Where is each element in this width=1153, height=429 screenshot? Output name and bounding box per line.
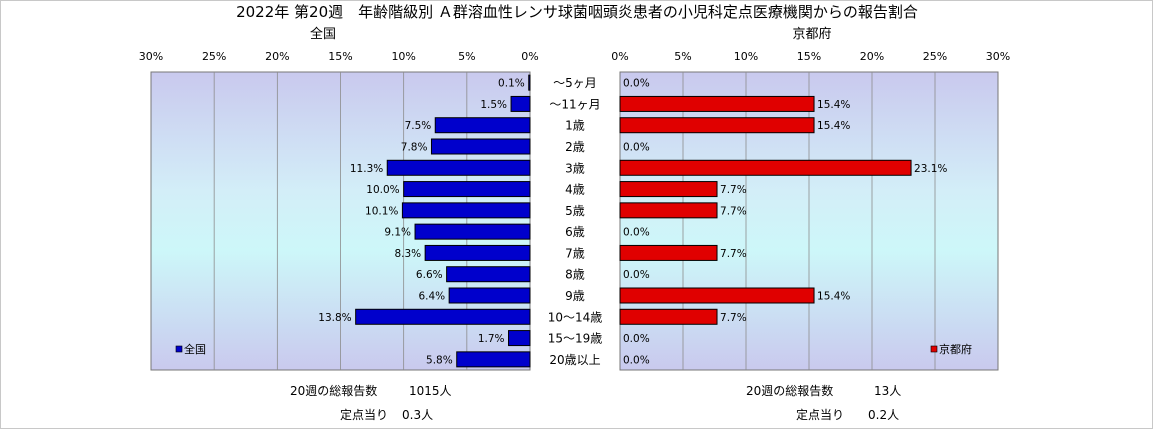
x-tick-label: 0% (521, 50, 538, 63)
bar-national (386, 159, 531, 176)
data-label-national: 10.1% (365, 205, 398, 217)
x-axis-ticks: 0% 5% 10% 15% 20% 25% 30% 0% 5% 10% 15% 20% 25% 30% (139, 50, 1010, 63)
x-tick-label: 20% (860, 50, 884, 63)
bar-national (401, 202, 531, 219)
data-label-kyoto: 0.0% (623, 142, 650, 154)
data-label-national: 13.8% (318, 312, 351, 324)
category-label: 3歳 (565, 161, 585, 175)
legend-kyoto: 京都府 (939, 342, 972, 356)
data-label-national: 0.1% (498, 78, 525, 90)
data-label-national: 11.3% (350, 163, 383, 175)
data-label-national: 1.7% (478, 333, 505, 345)
x-tick-label: 10% (734, 50, 758, 63)
bar-national (528, 74, 531, 91)
category-labels: ～5ヶ月 ～11ヶ月 1歳 2歳 3歳 4歳 5歳 6歳 7歳 8歳 9歳 10～14歳 15～19歳 2… (548, 76, 603, 367)
national-per-site-label: 定点当り (340, 407, 388, 422)
bar-national (434, 117, 531, 134)
category-label: 20歳以上 (549, 353, 600, 367)
category-label: ～11ヶ月 (549, 97, 600, 111)
legend-national: 全国 (184, 342, 206, 356)
x-tick-label: 10% (391, 50, 415, 63)
bar-kyoto (619, 159, 912, 176)
x-tick-label: 30% (986, 50, 1010, 63)
data-label-national: 8.3% (394, 248, 421, 260)
legend-swatch-kyoto (930, 345, 938, 353)
bar-national (403, 181, 531, 198)
data-label-kyoto: 0.0% (623, 354, 650, 366)
data-label-kyoto: 23.1% (914, 163, 947, 175)
bar-national (446, 266, 531, 283)
data-label-kyoto: 7.7% (720, 184, 747, 196)
data-label-national: 7.8% (401, 142, 428, 154)
data-label-kyoto: 7.7% (720, 248, 747, 260)
data-label-national: 6.4% (418, 291, 445, 303)
category-label: ～5ヶ月 (553, 76, 597, 90)
category-label: 2歳 (565, 140, 585, 154)
x-tick-label: 5% (674, 50, 691, 63)
bar-kyoto (619, 181, 718, 198)
data-label-kyoto: 0.0% (623, 227, 650, 239)
data-label-kyoto: 7.7% (720, 312, 747, 324)
x-tick-label: 20% (265, 50, 289, 63)
bar-kyoto (619, 308, 718, 325)
category-label: 9歳 (565, 289, 585, 303)
kyoto-per-site-label: 定点当り (796, 407, 844, 422)
bar-national (508, 330, 531, 347)
bar-national (430, 138, 531, 155)
data-label-kyoto: 0.0% (623, 269, 650, 281)
data-label-kyoto: 15.4% (817, 291, 850, 303)
data-label-national: 7.5% (405, 120, 432, 132)
legend-swatch-national (175, 345, 183, 353)
category-label: 15～19歳 (548, 332, 603, 346)
data-label-kyoto: 15.4% (817, 99, 850, 111)
national-total-value: 1015人 (409, 384, 452, 398)
x-tick-label: 5% (458, 50, 475, 63)
bar-kyoto (619, 287, 815, 304)
x-tick-label: 15% (797, 50, 821, 63)
category-label: 5歳 (565, 204, 585, 218)
kyoto-total-label: 20週の総報告数 (746, 383, 833, 398)
data-label-kyoto: 15.4% (817, 120, 850, 132)
x-tick-label: 25% (202, 50, 226, 63)
bar-national (456, 351, 531, 368)
category-label: 6歳 (565, 225, 585, 239)
national-per-site-value: 0.3人 (402, 408, 433, 422)
national-total-label: 20週の総報告数 (290, 383, 377, 398)
category-label: 4歳 (565, 183, 585, 197)
data-label-national: 9.1% (384, 227, 411, 239)
bar-kyoto (619, 117, 815, 134)
bar-national (448, 287, 531, 304)
x-tick-label: 25% (923, 50, 947, 63)
bars: 0.1% 1.5% 7.5% 7.8% 11.3% 10.0% 10.1% 9.1% 8.3% 6… (318, 74, 947, 368)
x-tick-label: 0% (611, 50, 628, 63)
category-label: 1歳 (565, 119, 585, 133)
category-label: 8歳 (565, 268, 585, 282)
data-label-kyoto: 0.0% (623, 78, 650, 90)
bar-national (424, 244, 531, 261)
data-label-kyoto: 7.7% (720, 205, 747, 217)
data-label-kyoto: 0.0% (623, 333, 650, 345)
subtitle-kyoto: 京都府 (792, 27, 831, 42)
bar-national (510, 95, 531, 112)
data-label-national: 6.6% (416, 269, 443, 281)
x-tick-label: 15% (328, 50, 352, 63)
category-label: 7歳 (565, 246, 585, 260)
bar-national (355, 308, 531, 325)
bar-kyoto (619, 202, 718, 219)
bar-kyoto (619, 95, 815, 112)
category-label: 10～14歳 (548, 310, 603, 324)
chart-title: 2022年 第20週 年齢階級別 Ａ群溶血性レンサ球菌咽頭炎患者の小児科定点医療… (236, 3, 918, 21)
bar-national (414, 223, 531, 240)
subtitle-national: 全国 (310, 26, 336, 42)
data-label-national: 10.0% (366, 184, 399, 196)
data-label-national: 1.5% (480, 99, 507, 111)
data-label-national: 5.8% (426, 354, 453, 366)
kyoto-total-value: 13人 (874, 384, 901, 398)
kyoto-per-site-value: 0.2人 (868, 408, 899, 422)
bar-kyoto (619, 244, 718, 261)
x-tick-label: 30% (139, 50, 163, 63)
